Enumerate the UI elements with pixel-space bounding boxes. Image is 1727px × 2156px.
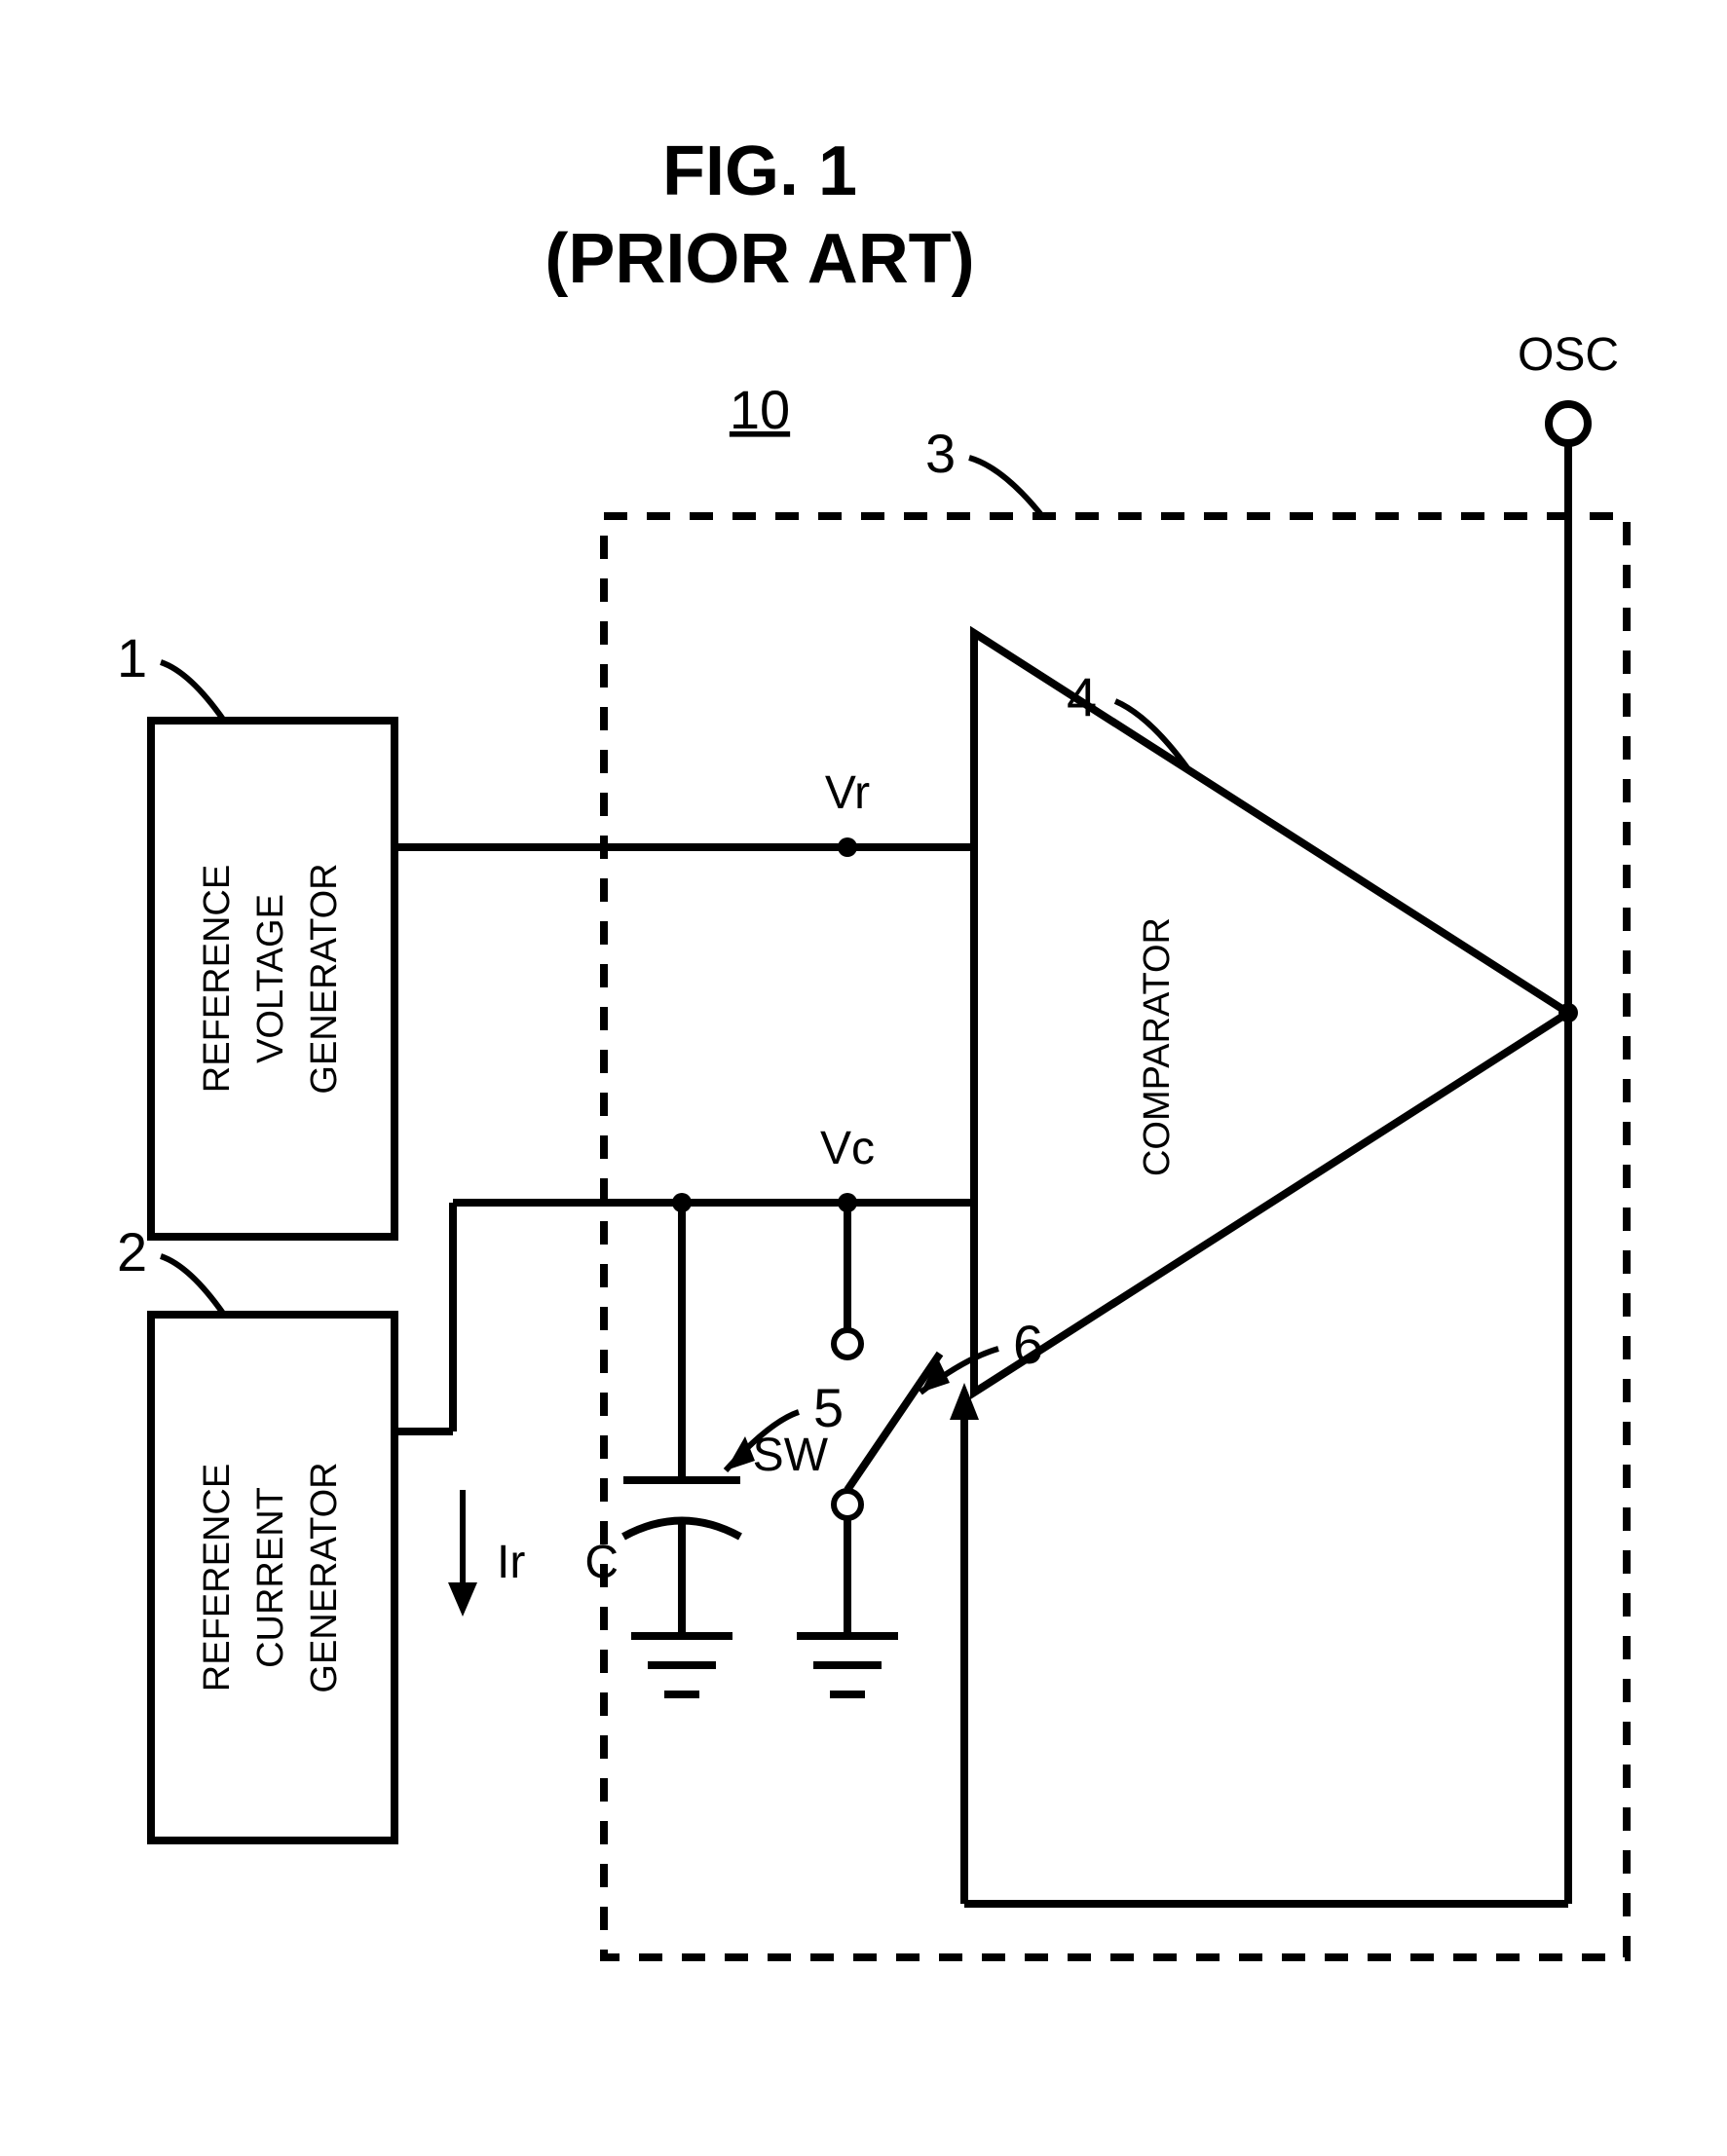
ir-arrow-head	[448, 1582, 477, 1617]
svg-text:GENERATOR: GENERATOR	[304, 863, 345, 1094]
ref-current-ref-leader	[161, 1256, 224, 1315]
svg-text:VOLTAGE: VOLTAGE	[250, 894, 291, 1063]
node-vr	[838, 837, 857, 857]
figure-title-line2: (PRIOR ART)	[544, 220, 974, 298]
ref-current-label: REFERENCE CURRENT GENERATOR	[197, 1462, 345, 1692]
svg-text:REFERENCE: REFERENCE	[197, 1464, 238, 1691]
circuit-ref-number: 10	[730, 379, 790, 440]
svg-text:CURRENT: CURRENT	[250, 1487, 291, 1668]
ref-voltage-ref-number: 1	[117, 627, 147, 688]
sw-ref-number: 6	[1013, 1314, 1043, 1375]
label-vc: Vc	[820, 1123, 875, 1174]
figure-title-line1: FIG. 1	[662, 132, 857, 210]
comparator-block	[974, 633, 1568, 1393]
comparator-ref-leader	[1115, 701, 1188, 769]
sw-arm	[847, 1354, 940, 1490]
svg-text:REFERENCE: REFERENCE	[197, 865, 238, 1093]
label-ir: Ir	[497, 1537, 525, 1588]
ref-voltage-label: REFERENCE VOLTAGE GENERATOR	[197, 863, 345, 1094]
svg-text:GENERATOR: GENERATOR	[304, 1462, 345, 1692]
circuit-diagram: FIG. 1 (PRIOR ART) 10 3 REFERENCE VOLTAG…	[0, 0, 1727, 2156]
comparator-ref-number: 4	[1067, 666, 1097, 727]
osc-terminal	[1549, 404, 1588, 443]
oscillator-container	[604, 516, 1627, 1957]
ref-current-ref-number: 2	[117, 1221, 147, 1282]
comparator-label: COMPARATOR	[1137, 917, 1178, 1176]
ref-voltage-ref-leader	[161, 662, 224, 721]
label-c: C	[584, 1537, 619, 1588]
label-sw: SW	[753, 1430, 829, 1481]
container-ref-leader	[969, 458, 1042, 516]
container-ref-number: 3	[925, 423, 956, 484]
svg-text:COMPARATOR: COMPARATOR	[1137, 917, 1178, 1176]
label-osc: OSC	[1518, 329, 1619, 381]
label-vr: Vr	[825, 767, 870, 819]
sw-terminal-bottom	[834, 1491, 861, 1518]
sw-terminal-top	[834, 1330, 861, 1357]
